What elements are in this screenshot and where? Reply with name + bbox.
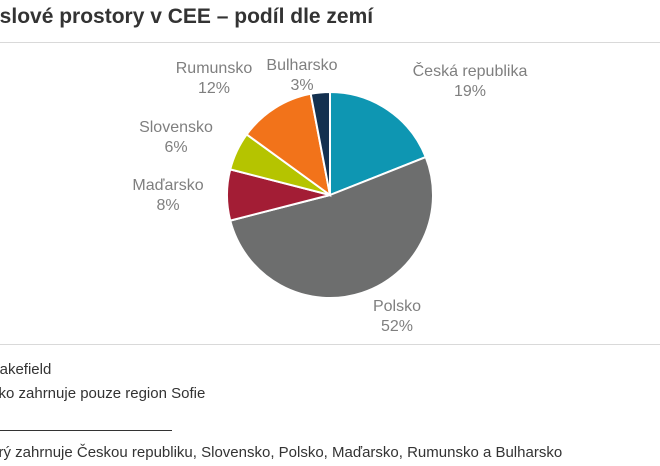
footnote-text: terý zahrnuje Českou republiku, Slovensk… <box>0 444 563 461</box>
slice-label-3: Maďarsko <box>132 177 203 194</box>
slice-value-1: 19% <box>454 83 486 100</box>
slice-value-6: 3% <box>290 77 313 94</box>
slice-label-4: Slovensko <box>139 119 213 136</box>
pie-labels: Česká republika 19% Polsko 52% Maďarsko 8% Slo… <box>132 57 527 335</box>
top-divider <box>0 42 660 43</box>
slice-label-5: Rumunsko <box>176 60 253 77</box>
slice-label-2: Polsko <box>373 298 421 315</box>
slice-value-5: 12% <box>198 80 230 97</box>
footnote-divider <box>0 430 172 431</box>
bulgaria-note: rsko zahrnuje pouze region Sofie <box>0 385 206 402</box>
pie-chart: Česká republika 19% Polsko 52% Maďarsko 8% Slo… <box>132 57 527 335</box>
pie-slices <box>226 90 434 299</box>
slice-label-1: Česká republika <box>413 61 528 80</box>
source-note: Wakefield <box>0 361 52 378</box>
pie-slice-1 <box>329 90 428 197</box>
pie-slice-6 <box>309 90 331 196</box>
slice-label-6: Bulharsko <box>266 57 337 74</box>
chart-title: yslové prostory v CEE – podíl dle zemí <box>0 5 374 28</box>
pie-slice-5 <box>245 92 332 198</box>
slice-value-2: 52% <box>381 318 413 335</box>
pie-slice-2 <box>229 155 434 299</box>
slice-value-4: 6% <box>164 139 187 156</box>
slice-value-3: 8% <box>156 197 179 214</box>
bottom-divider <box>0 344 660 345</box>
